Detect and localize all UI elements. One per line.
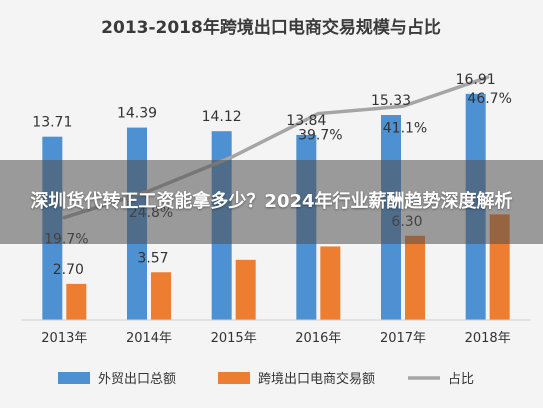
bar-crossborder-ecommerce bbox=[66, 283, 87, 320]
data-label-share: 46.7% bbox=[467, 91, 511, 107]
data-label-share: 39.7% bbox=[298, 128, 342, 144]
legend-label: 跨境出口电商交易额 bbox=[258, 371, 375, 387]
data-label-crossborder: 2.70 bbox=[53, 262, 84, 278]
data-label-share: 41.1% bbox=[383, 120, 427, 136]
data-label-export-total: 13.71 bbox=[32, 115, 72, 131]
headline-banner[interactable]: 深圳货代转正工资能拿多少？2024年行业薪酬趋势深度解析 bbox=[0, 160, 543, 244]
legend-crossborder: 跨境出口电商交易额 bbox=[218, 371, 375, 387]
x-tick-label: 2014年 bbox=[126, 331, 172, 346]
data-label-export-total: 14.12 bbox=[202, 109, 242, 125]
x-tick-label: 2013年 bbox=[41, 331, 87, 346]
bar-crossborder-ecommerce bbox=[151, 272, 171, 320]
legend-label: 外贸出口总额 bbox=[98, 372, 176, 387]
x-tick-label: 2018年 bbox=[465, 331, 511, 346]
x-tick-label: 2016年 bbox=[295, 331, 341, 346]
legend-swatch bbox=[218, 372, 250, 384]
data-label-export-total: 13.84 bbox=[286, 113, 326, 129]
legend-share: 占比 bbox=[408, 372, 474, 387]
x-tick-label: 2017年 bbox=[380, 331, 426, 346]
legend-label: 占比 bbox=[448, 372, 474, 387]
legend-swatch bbox=[58, 372, 90, 384]
x-tick-label: 2015年 bbox=[211, 331, 257, 346]
data-label-export-total: 14.39 bbox=[117, 106, 157, 122]
data-label-export-total: 15.33 bbox=[371, 93, 411, 109]
legend-export-total: 外贸出口总额 bbox=[58, 372, 176, 387]
bar-crossborder-ecommerce bbox=[320, 246, 341, 320]
data-label-export-total: 16.91 bbox=[456, 72, 496, 88]
bar-crossborder-ecommerce bbox=[235, 259, 256, 320]
bar-crossborder-ecommerce bbox=[405, 235, 425, 320]
headline-text[interactable]: 深圳货代转正工资能拿多少？2024年行业薪酬趋势深度解析 bbox=[30, 191, 513, 212]
chart-title: 2013-2018年跨境出口电商交易规模与占比 bbox=[101, 17, 441, 38]
data-label-crossborder: 3.57 bbox=[137, 250, 168, 266]
